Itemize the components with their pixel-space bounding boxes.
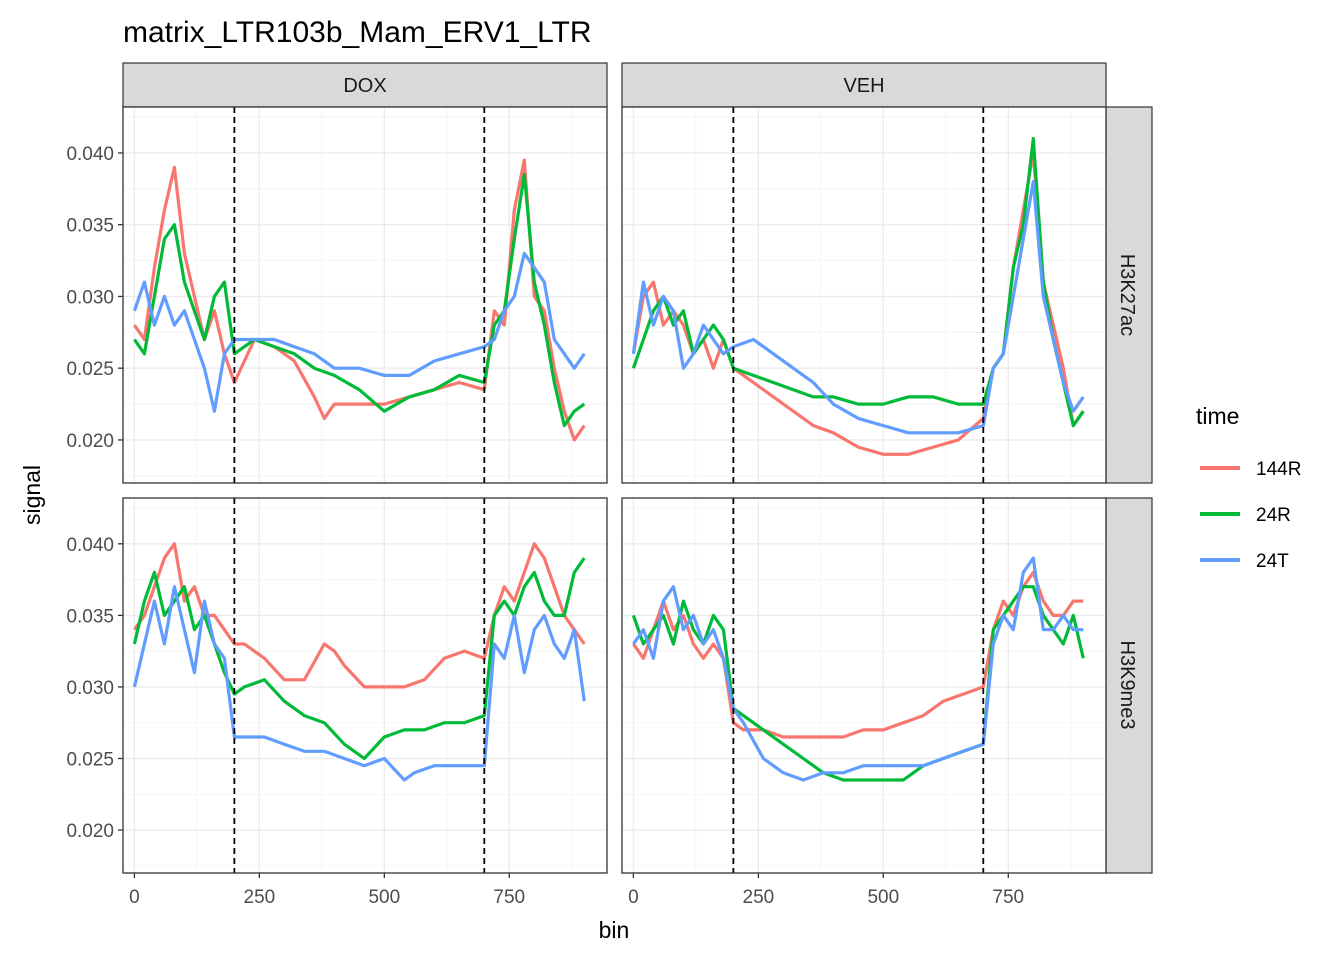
y-tick-label: 0.035 — [66, 216, 114, 237]
x-axis-dox: 0 250 500 750 — [129, 873, 525, 908]
series-line-24t — [132, 585, 586, 782]
series-line-24t — [631, 180, 1085, 435]
panel-border — [621, 106, 1107, 484]
y-tick-label: 0.035 — [66, 606, 114, 627]
panel-border — [122, 106, 608, 484]
strip-col-veh — [621, 62, 1107, 108]
strip-row-h3k9me3-label: H3K9me3 — [1116, 641, 1138, 730]
series-line-24t — [632, 556, 1084, 782]
panel-veh-h3k9me3 — [621, 497, 1107, 874]
y-tick-label: 0.030 — [66, 678, 114, 699]
strip-row-h3k9me3 — [1105, 497, 1153, 874]
strip-row-h3k27ac — [1105, 106, 1153, 484]
x-axis-title: bin — [599, 917, 630, 943]
legend-title: time — [1196, 403, 1239, 429]
y-tick-label: 0.020 — [66, 431, 114, 452]
panel-dox-h3k9me3 — [122, 497, 608, 874]
strip-row-h3k27ac-label: H3K27ac — [1116, 254, 1138, 336]
x-tick-label: 250 — [244, 887, 276, 908]
series-line-144r — [632, 570, 1084, 739]
y-tick-label: 0.020 — [66, 821, 114, 842]
panel-dox-h3k27ac — [122, 106, 608, 484]
x-tick-label: 500 — [368, 887, 400, 908]
legend-label-24t: 24T — [1256, 551, 1289, 572]
series-line-144r — [133, 542, 586, 689]
x-tick-label: 0 — [628, 887, 639, 908]
strip-col-veh-label: VEH — [843, 75, 884, 97]
y-axis-bottom-panels: 0.020 0.025 0.030 0.035 0.040 — [66, 535, 123, 842]
x-axis-veh: 0 250 500 750 — [628, 873, 1024, 908]
panel-border — [122, 497, 608, 874]
x-tick-label: 750 — [493, 887, 525, 908]
y-axis-title: signal — [19, 465, 45, 525]
legend-label-24r: 24R — [1256, 505, 1291, 526]
x-tick-label: 0 — [129, 887, 140, 908]
x-tick-label: 750 — [992, 887, 1024, 908]
series-line-24t — [132, 251, 586, 413]
chart-title: matrix_LTR103b_Mam_ERV1_LTR — [123, 16, 592, 49]
y-tick-label: 0.040 — [66, 144, 114, 165]
x-tick-label: 250 — [743, 887, 775, 908]
y-tick-label: 0.025 — [66, 749, 114, 770]
series-line-24r — [132, 557, 586, 761]
strip-col-dox — [122, 62, 608, 108]
y-tick-label: 0.040 — [66, 535, 114, 556]
panel-border — [621, 497, 1107, 874]
x-tick-label: 500 — [867, 887, 899, 908]
series-line-24r — [631, 585, 1085, 782]
y-tick-label: 0.030 — [66, 287, 114, 308]
series-line-24r — [631, 137, 1085, 428]
legend: time 144R 24R 24T — [1196, 403, 1301, 572]
y-tick-label: 0.025 — [66, 359, 114, 380]
y-axis-top-panels: 0.020 0.025 0.030 0.035 0.040 — [66, 144, 123, 452]
panel-veh-h3k27ac — [621, 106, 1107, 484]
legend-label-144r: 144R — [1256, 459, 1301, 480]
panel-background — [622, 498, 1106, 873]
strip-col-dox-label: DOX — [343, 75, 386, 97]
